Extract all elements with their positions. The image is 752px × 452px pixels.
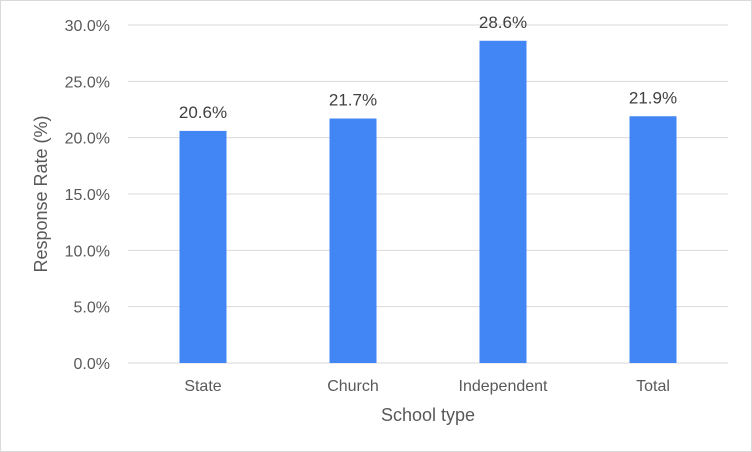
- x-axis-ticks: State Church Independent Total: [184, 378, 670, 395]
- y-tick-label: 20.0%: [65, 131, 110, 148]
- bars: [179, 40, 677, 363]
- x-tick-label: Independent: [459, 378, 549, 395]
- x-tick-label: Total: [636, 378, 670, 395]
- y-axis-title: Response Rate (%): [31, 115, 51, 272]
- y-tick-label: 30.0%: [65, 18, 110, 35]
- x-axis-title: School type: [381, 405, 475, 425]
- data-label: 21.7%: [329, 91, 377, 110]
- data-label: 21.9%: [629, 88, 677, 107]
- data-label: 20.6%: [179, 103, 227, 122]
- y-tick-label: 0.0%: [74, 356, 110, 373]
- x-tick-label: State: [184, 378, 221, 395]
- y-tick-label: 10.0%: [65, 243, 110, 260]
- y-axis-ticks: 0.0% 5.0% 10.0% 15.0% 20.0% 25.0% 30.0%: [65, 18, 110, 373]
- bar-church: [329, 118, 377, 363]
- data-label: 28.6%: [479, 13, 527, 32]
- gridlines: [128, 24, 728, 364]
- bar-independent: [479, 40, 527, 363]
- y-tick-label: 25.0%: [65, 74, 110, 91]
- bar-total: [629, 116, 677, 363]
- y-tick-label: 5.0%: [74, 300, 110, 317]
- bar-state: [179, 130, 227, 363]
- data-labels: 20.6% 21.7% 28.6% 21.9%: [179, 13, 677, 122]
- y-tick-label: 15.0%: [65, 187, 110, 204]
- x-tick-label: Church: [327, 378, 379, 395]
